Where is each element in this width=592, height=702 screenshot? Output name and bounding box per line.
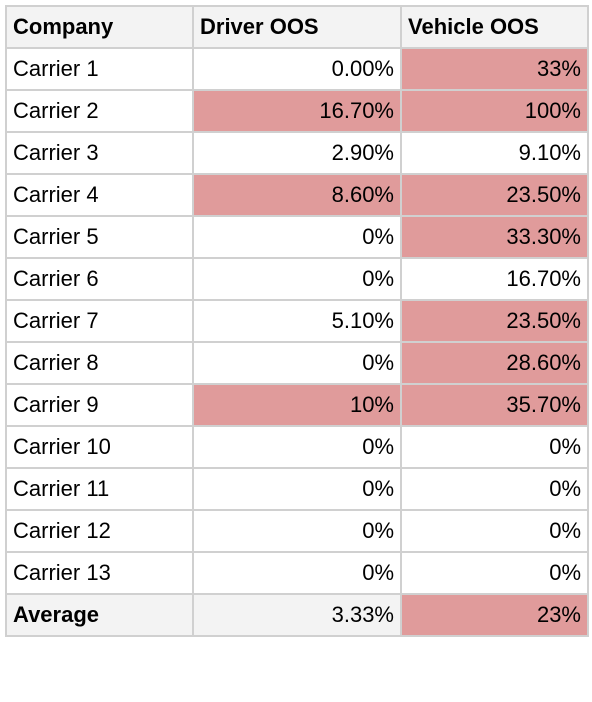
- vehicle-oos-cell: 28.60%: [400, 341, 589, 385]
- average-driver-oos: 3.33%: [192, 593, 402, 637]
- company-cell: Carrier 8: [5, 341, 194, 385]
- table-row: Carrier 9 10% 35.70%: [5, 383, 589, 427]
- header-vehicle-oos: Vehicle OOS: [400, 5, 589, 49]
- table-row: Carrier 10 0% 0%: [5, 425, 589, 469]
- average-vehicle-oos: 23%: [400, 593, 589, 637]
- driver-oos-cell: 0%: [192, 467, 402, 511]
- header-row: Company Driver OOS Vehicle OOS: [5, 5, 589, 49]
- table-body: Carrier 1 0.00% 33% Carrier 2 16.70% 100% Carr…: [5, 47, 589, 637]
- driver-oos-cell: 0%: [192, 215, 402, 259]
- driver-oos-cell: 10%: [192, 383, 402, 427]
- driver-oos-cell: 0%: [192, 341, 402, 385]
- driver-oos-cell: 0.00%: [192, 47, 402, 91]
- table-row: Carrier 7 5.10% 23.50%: [5, 299, 589, 343]
- vehicle-oos-cell: 35.70%: [400, 383, 589, 427]
- table-row: Carrier 2 16.70% 100%: [5, 89, 589, 133]
- table-row: Carrier 4 8.60% 23.50%: [5, 173, 589, 217]
- driver-oos-cell: 16.70%: [192, 89, 402, 133]
- company-cell: Carrier 11: [5, 467, 194, 511]
- table-row: Carrier 6 0% 16.70%: [5, 257, 589, 301]
- oos-table: Company Driver OOS Vehicle OOS Carrier 1…: [5, 5, 589, 637]
- vehicle-oos-cell: 100%: [400, 89, 589, 133]
- driver-oos-cell: 5.10%: [192, 299, 402, 343]
- driver-oos-cell: 2.90%: [192, 131, 402, 175]
- vehicle-oos-cell: 0%: [400, 467, 589, 511]
- company-cell: Carrier 1: [5, 47, 194, 91]
- vehicle-oos-cell: 33%: [400, 47, 589, 91]
- table-row: Carrier 12 0% 0%: [5, 509, 589, 553]
- driver-oos-cell: 0%: [192, 509, 402, 553]
- header-company: Company: [5, 5, 194, 49]
- vehicle-oos-cell: 0%: [400, 509, 589, 553]
- company-cell: Carrier 3: [5, 131, 194, 175]
- driver-oos-cell: 8.60%: [192, 173, 402, 217]
- company-cell: Carrier 5: [5, 215, 194, 259]
- vehicle-oos-cell: 0%: [400, 425, 589, 469]
- company-cell: Carrier 10: [5, 425, 194, 469]
- company-cell: Carrier 9: [5, 383, 194, 427]
- company-cell: Carrier 2: [5, 89, 194, 133]
- driver-oos-cell: 0%: [192, 257, 402, 301]
- table-row: Carrier 5 0% 33.30%: [5, 215, 589, 259]
- company-cell: Carrier 6: [5, 257, 194, 301]
- vehicle-oos-cell: 33.30%: [400, 215, 589, 259]
- table-row: Carrier 3 2.90% 9.10%: [5, 131, 589, 175]
- vehicle-oos-cell: 16.70%: [400, 257, 589, 301]
- header-driver-oos: Driver OOS: [192, 5, 402, 49]
- company-cell: Carrier 12: [5, 509, 194, 553]
- company-cell: Carrier 7: [5, 299, 194, 343]
- table-row: Carrier 11 0% 0%: [5, 467, 589, 511]
- vehicle-oos-cell: 23.50%: [400, 173, 589, 217]
- company-cell: Carrier 4: [5, 173, 194, 217]
- table-row: Carrier 1 0.00% 33%: [5, 47, 589, 91]
- driver-oos-cell: 0%: [192, 551, 402, 595]
- average-label: Average: [5, 593, 194, 637]
- table-row: Carrier 13 0% 0%: [5, 551, 589, 595]
- table-header: Company Driver OOS Vehicle OOS: [5, 5, 589, 49]
- vehicle-oos-cell: 0%: [400, 551, 589, 595]
- table-row: Carrier 8 0% 28.60%: [5, 341, 589, 385]
- vehicle-oos-cell: 23.50%: [400, 299, 589, 343]
- average-row: Average 3.33% 23%: [5, 593, 589, 637]
- company-cell: Carrier 13: [5, 551, 194, 595]
- vehicle-oos-cell: 9.10%: [400, 131, 589, 175]
- driver-oos-cell: 0%: [192, 425, 402, 469]
